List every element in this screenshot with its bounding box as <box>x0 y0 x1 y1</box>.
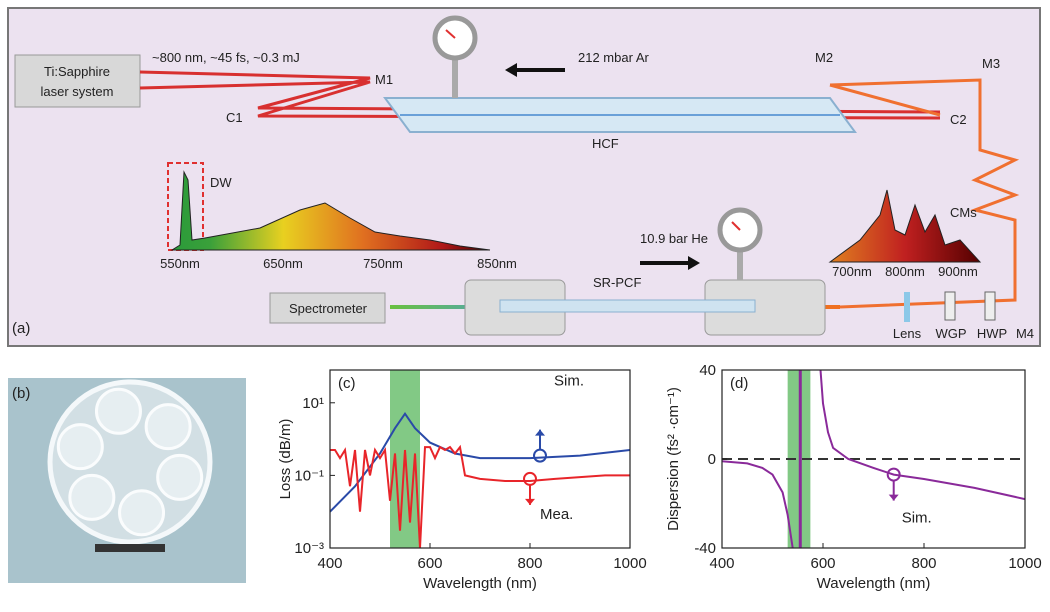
label: M3 <box>982 56 1000 71</box>
series-label: Mea. <box>540 506 573 523</box>
x-tick-label: 400 <box>709 555 734 572</box>
label: 700nm <box>832 264 872 279</box>
gauge-needle <box>731 221 741 231</box>
label: (a) <box>12 320 30 337</box>
y-axis-label: Loss (dB/m) <box>277 419 294 500</box>
label: Ti:Sapphire <box>44 64 110 79</box>
label: 212 mbar Ar <box>578 50 649 65</box>
arrow <box>505 63 517 77</box>
y-tick-label: 10¹ <box>302 395 324 412</box>
series-label: Sim. <box>902 510 932 527</box>
label: SR-PCF <box>593 275 641 290</box>
capillary <box>94 387 142 435</box>
x-axis-label: Wavelength (nm) <box>817 575 931 592</box>
marker <box>523 471 537 486</box>
annotation-arrow <box>535 429 545 436</box>
annotation-arrow <box>888 494 899 501</box>
label: HWP <box>977 326 1007 341</box>
x-tick-label: 600 <box>810 555 835 572</box>
plot-frame <box>721 369 1026 549</box>
x-axis-label: Wavelength (nm) <box>423 575 537 592</box>
capillary <box>68 473 116 521</box>
label: 800nm <box>885 264 925 279</box>
x-tick-label: 1000 <box>1008 555 1041 572</box>
label: 10.9 bar He <box>640 231 708 246</box>
beam <box>829 83 941 117</box>
gauge-needle <box>445 29 456 39</box>
capillary <box>144 403 192 451</box>
y-tick-label: -40 <box>694 540 716 557</box>
label: HCF <box>592 136 619 151</box>
spectrum <box>170 170 491 251</box>
label: WGP <box>935 326 966 341</box>
wgp <box>944 291 956 321</box>
line <box>330 444 630 548</box>
arrow <box>688 256 700 270</box>
capillary <box>156 453 204 501</box>
spectrometer-box <box>269 292 386 324</box>
label: M2 <box>815 50 833 65</box>
label: Spectrometer <box>289 301 368 316</box>
label: DW <box>210 175 232 190</box>
y-tick-label: 0 <box>708 451 716 468</box>
line <box>330 411 630 513</box>
label: laser system <box>41 84 114 99</box>
line <box>722 370 1025 548</box>
y-axis-label: Dispersion (fs² ·cm⁻¹) <box>665 387 682 531</box>
beam <box>829 78 1020 309</box>
panel-label: (d) <box>730 375 748 392</box>
x-tick-label: 1000 <box>613 555 646 572</box>
y-tick-label: 10⁻³ <box>294 540 324 557</box>
hwp <box>984 291 996 321</box>
y-tick-label: 40 <box>699 362 716 379</box>
pcf <box>499 299 756 313</box>
y-tick-label: 10⁻¹ <box>294 467 324 484</box>
label: C2 <box>950 112 967 127</box>
label: 650nm <box>263 256 303 271</box>
label: 550nm <box>160 256 200 271</box>
label: CMs <box>950 205 977 220</box>
label: Lens <box>893 326 922 341</box>
x-tick-label: 800 <box>517 555 542 572</box>
x-tick-label: 400 <box>317 555 342 572</box>
label: M4 <box>1016 326 1034 341</box>
label: 850nm <box>477 256 517 271</box>
capillary <box>56 423 104 471</box>
label: ~800 nm, ~45 fs, ~0.3 mJ <box>152 50 300 65</box>
x-tick-label: 600 <box>417 555 442 572</box>
capillary <box>118 489 166 537</box>
scale-bar <box>95 544 165 552</box>
label: 750nm <box>363 256 403 271</box>
panel-a <box>7 7 1041 347</box>
panel-label: (b) <box>12 385 30 402</box>
panel-label: (c) <box>338 375 356 392</box>
label: M1 <box>375 72 393 87</box>
annotation-arrow <box>525 498 535 505</box>
series-label: Sim. <box>554 373 584 390</box>
x-tick-label: 800 <box>911 555 936 572</box>
laser-box <box>14 54 141 108</box>
label: C1 <box>226 110 243 125</box>
spectrum <box>828 189 982 263</box>
lens <box>904 292 910 322</box>
plot-frame <box>329 369 631 549</box>
label: 900nm <box>938 264 978 279</box>
marker <box>533 448 547 463</box>
